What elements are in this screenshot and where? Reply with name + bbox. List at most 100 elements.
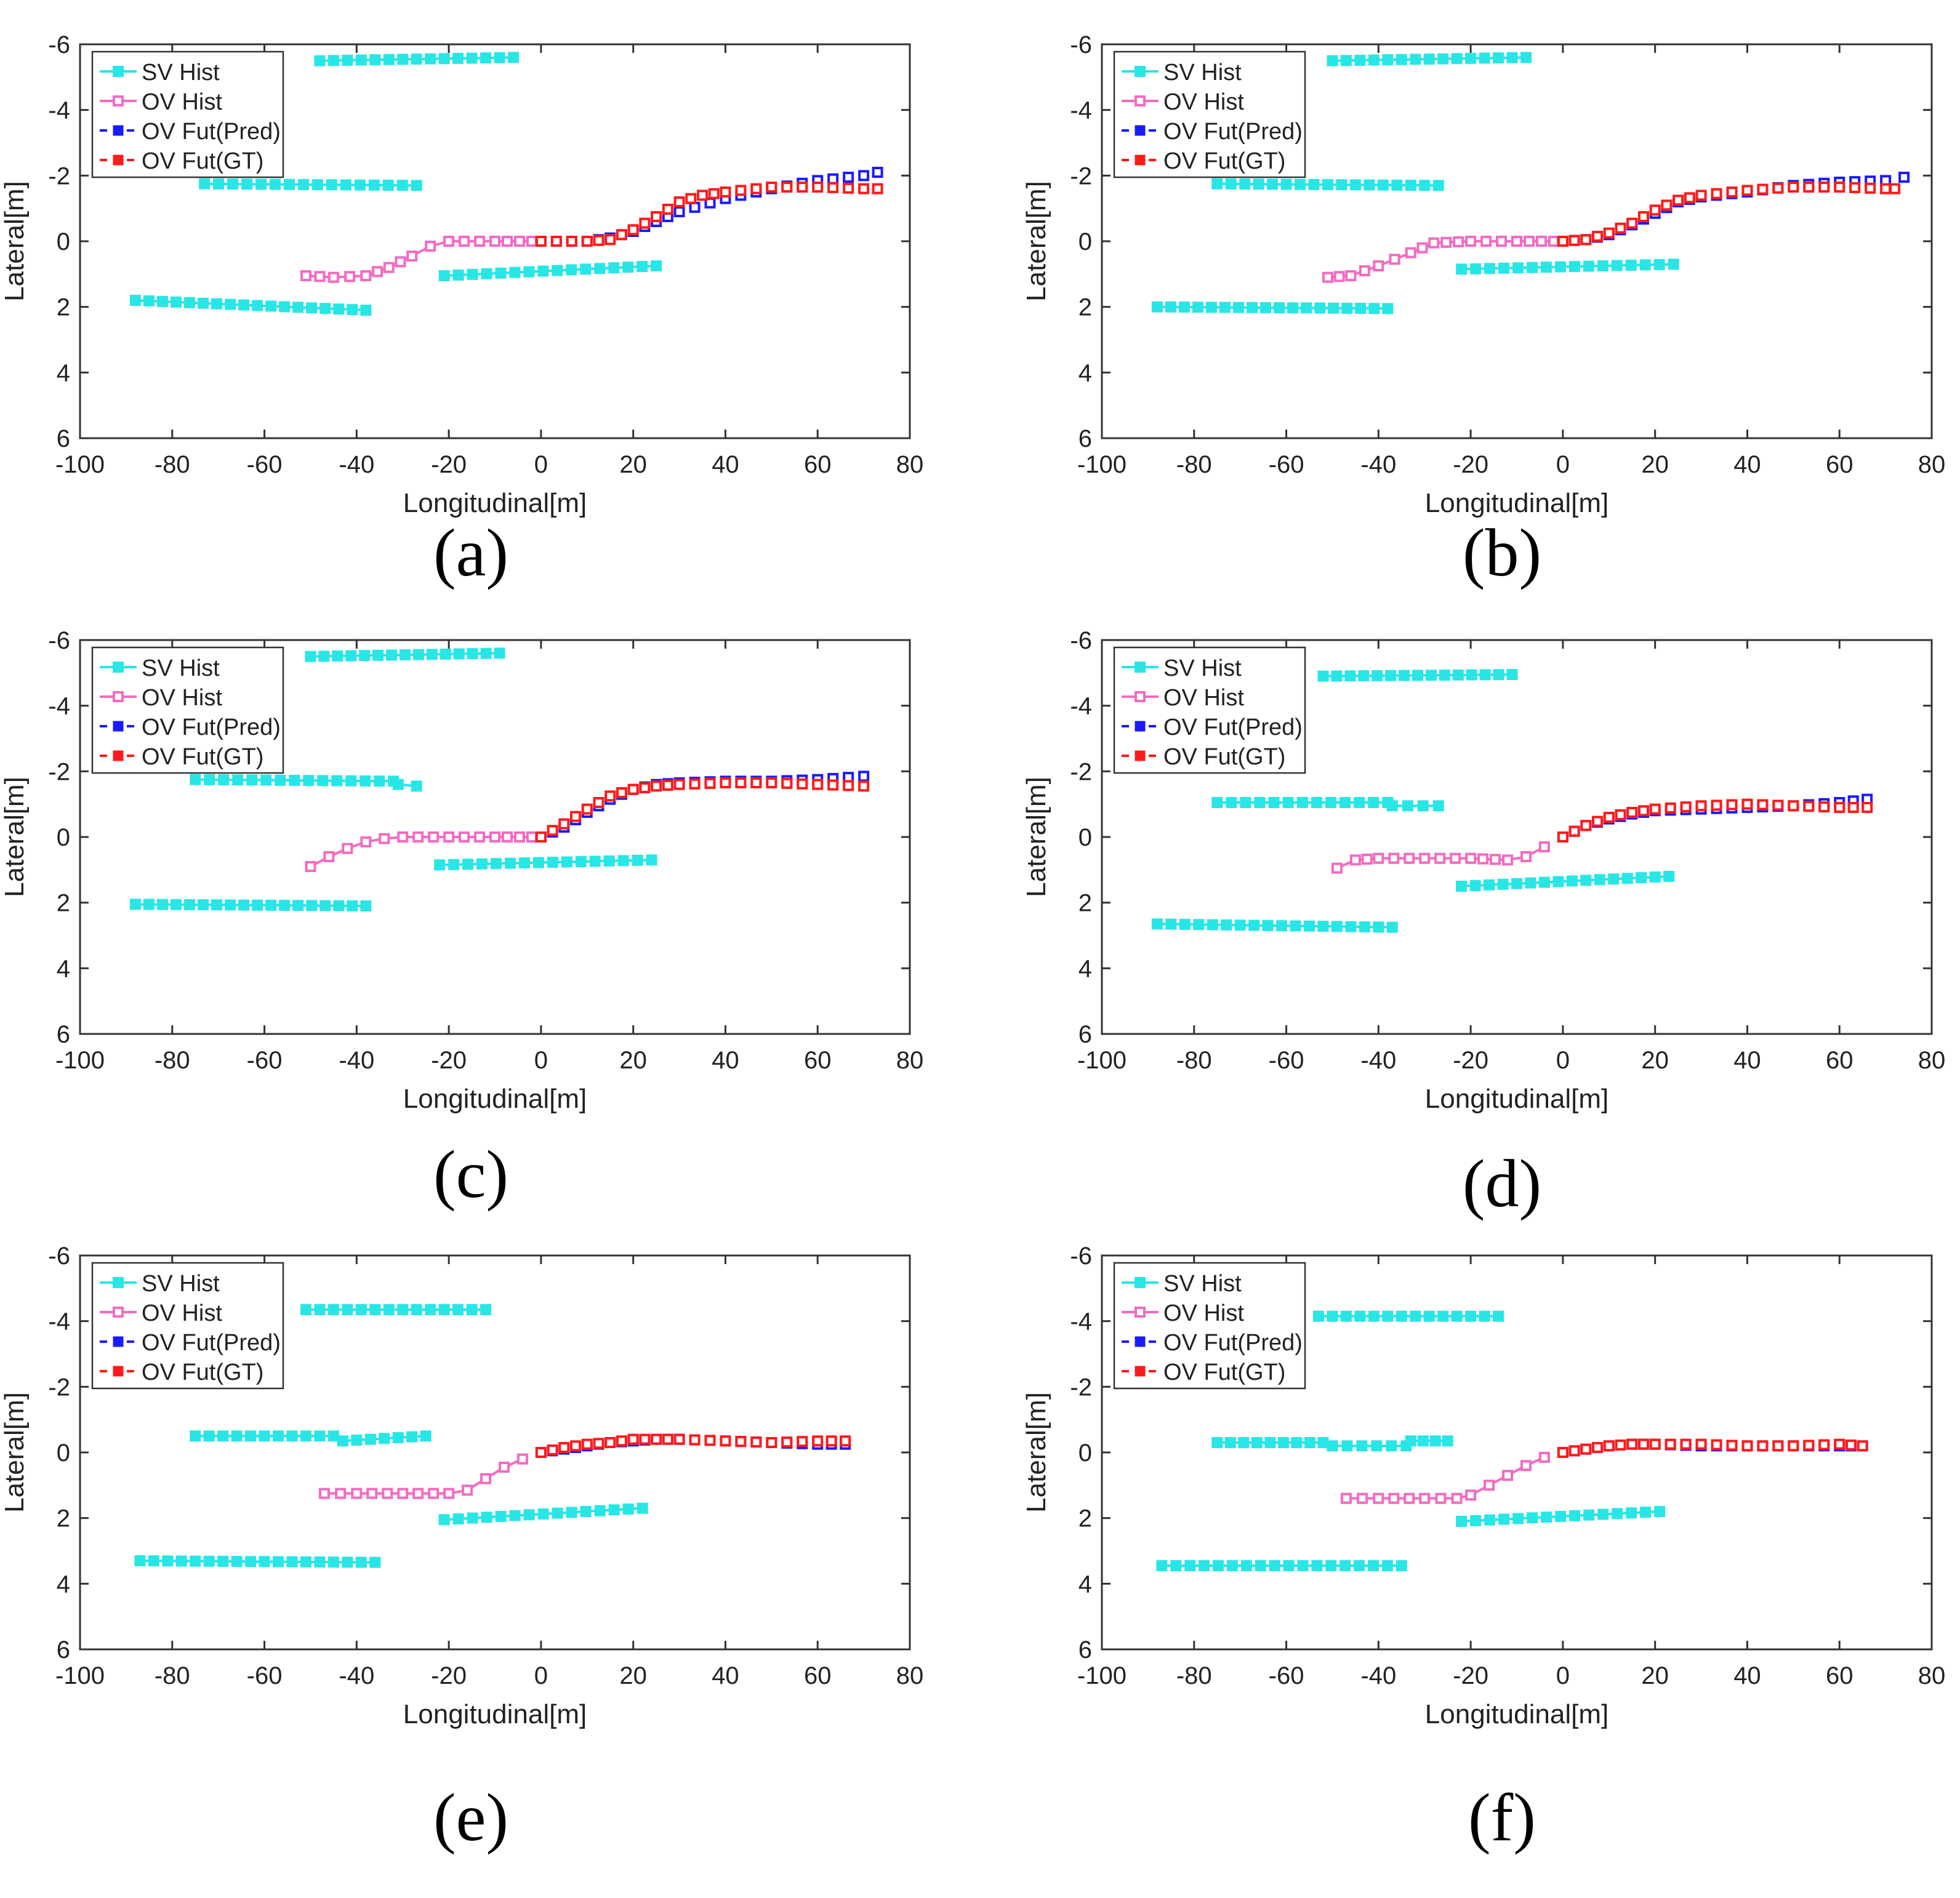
sv-hist-point [289,775,300,786]
ov-hist-point [428,1488,440,1499]
ov-fut-pred-point [689,201,701,213]
sv-hist-point [238,899,250,911]
sv-hist-point [327,1430,339,1442]
ov-fut-gt-point [593,1438,604,1449]
legend-label: OV Fut(GT) [142,744,263,770]
sv-hist-point [1470,1515,1482,1526]
sv-hist-point [397,1304,409,1315]
ov-fut-gt-point [1880,183,1892,194]
sv-hist-point [1410,1310,1421,1322]
sv-hist-point [1287,302,1299,314]
ov-hist-point [1477,853,1489,865]
sv-hist-point [231,1556,243,1568]
ov-fut-gt-point [872,183,883,194]
ov-fut-gt-point [1726,186,1738,198]
sv-hist-point [1399,670,1410,681]
sv-hist-point [1456,1516,1468,1527]
sv-hist-point [1325,797,1336,808]
ov-hist-point [526,236,537,247]
ov-fut-gt-point [550,236,562,247]
sv-hist-point [1382,303,1394,314]
ov-fut-gt-point [651,211,662,222]
sv-hist-point [1541,1512,1552,1523]
sv-hist-point [1526,262,1538,273]
y-tick-label: -6 [48,31,70,58]
sv-hist-point [1597,260,1609,271]
sv-hist-point [440,648,451,660]
legend-label: SV Hist [1163,60,1242,86]
ov-hist-point [1434,852,1446,864]
sv-hist-point [1437,53,1449,65]
y-tick-label: -4 [48,693,70,720]
sv-hist-point [1255,1560,1266,1571]
sv-hist-point [213,178,225,190]
sv-hist-point [1583,260,1594,272]
legend-label: OV Hist [142,1300,222,1326]
y-tick-label: 2 [57,1505,70,1532]
sv-hist-point [252,300,263,311]
sv-hist-point [420,1430,432,1442]
sv-hist-point [480,647,492,659]
sv-hist-point [246,774,258,786]
sv-hist-point [1479,669,1491,681]
sv-hist-point [1268,797,1280,808]
sv-hist-point [1625,259,1637,271]
sv-hist-point [1248,919,1260,931]
sv-hist-point [1396,1310,1407,1322]
ov-fut-gt-point [1557,831,1568,843]
ov-fut-gt-point [689,1434,701,1446]
ov-fut-gt-point [1626,217,1638,229]
sv-hist-point [369,1304,381,1315]
x-tick-label: -60 [1269,451,1304,478]
sv-hist-point [232,774,244,786]
sv-hist-point [1253,178,1264,190]
sv-hist-point [1290,920,1301,932]
sv-hist-point [1276,920,1288,932]
sv-hist-point [509,266,521,278]
ov-fut-gt-point [1845,1440,1857,1451]
sv-hist-point [1277,1437,1289,1448]
sv-hist-point [1317,1437,1329,1448]
ov-hist-point [1502,1470,1514,1481]
x-tick-label: 40 [712,1662,739,1689]
legend-marker [113,1307,124,1318]
sv-hist-point [608,1504,620,1516]
ov-hist-point [1404,852,1415,864]
sv-hist-point [1626,1507,1637,1519]
sv-hist-point [1580,875,1592,886]
y-tick-label: -4 [1070,1308,1092,1335]
ov-hist-point [1538,841,1550,852]
ov-fut-gt-point [593,234,604,246]
sv-hist-point [547,857,558,868]
sv-hist-point [1269,1560,1280,1571]
sv-hist-point [1465,52,1477,64]
sv-hist-point [227,178,239,190]
sv-hist-point [386,649,398,661]
sv-hist-point [537,265,549,277]
sv-hist-point [314,55,326,66]
chart-panel-f: -100 -80 -60 -40 -20 0 20 40 60 80-6-4-20246Longi… [1021,1243,1945,1855]
ov-hist-point [342,843,353,854]
legend-label: SV Hist [1163,1271,1242,1297]
sv-hist-point [327,1556,339,1568]
ov-hist-point [1340,1492,1352,1504]
sv-hist-point [1356,1440,1368,1452]
ov-hist-point [314,271,326,282]
legend-label: OV Fut(Pred) [1163,1330,1303,1356]
x-tick-label: 0 [534,1047,548,1074]
ov-fut-gt-point [1649,1438,1661,1450]
x-tick-label: 80 [1918,451,1946,478]
sv-hist-point [255,178,267,190]
sv-hist-point [1322,179,1333,190]
legend-label: SV Hist [142,655,220,681]
sv-hist-point [438,270,450,281]
sv-hist-point [425,53,436,65]
ov-fut-gt-point [1603,812,1615,823]
sv-hist-point [632,854,643,866]
sv-hist-point [1207,919,1218,931]
x-tick-label: -100 [55,1662,105,1689]
sv-hist-point [197,297,209,309]
y-tick-label: -2 [48,162,70,190]
ov-fut-gt-point [840,1435,851,1447]
sv-hist-point [1439,669,1450,681]
